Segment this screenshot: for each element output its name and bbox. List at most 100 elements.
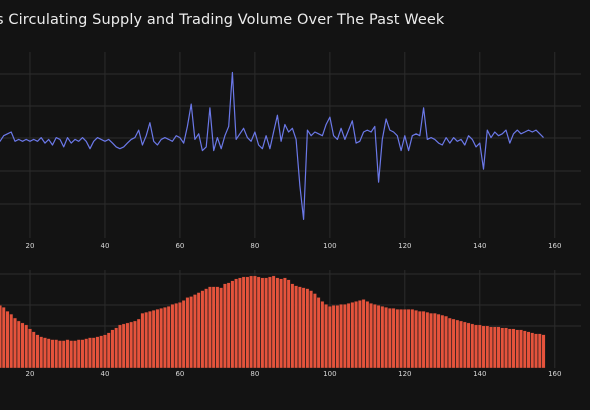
volume-bar <box>350 302 355 369</box>
volume-bar <box>474 324 478 369</box>
volume-bar <box>43 337 47 369</box>
volume-bar <box>541 334 546 369</box>
bar-chart-x-ticks: 20 40 60 80 100 120 140 160 <box>26 370 562 378</box>
volume-bar <box>241 276 246 369</box>
volume-bar <box>279 278 283 369</box>
volume-bar <box>459 320 463 369</box>
volume-bar <box>500 327 505 369</box>
volume-bar <box>155 309 160 369</box>
volume-bar <box>522 330 527 369</box>
volume-bar <box>24 324 29 369</box>
volume-bar <box>170 304 175 369</box>
volume-bar <box>166 306 171 369</box>
volume-bar <box>489 326 493 369</box>
volume-bar <box>271 275 276 369</box>
volume-bar <box>230 280 235 369</box>
volume-bar <box>387 308 392 369</box>
volume-bar <box>466 322 471 369</box>
volume-bar <box>20 322 25 369</box>
volume-bar <box>129 321 134 369</box>
volume-bar <box>477 324 482 369</box>
volume-bar <box>470 323 475 369</box>
volume-bar <box>76 339 81 369</box>
volume-bar <box>256 276 261 369</box>
volume-bar <box>151 310 156 369</box>
bar-x-tick-20: 20 <box>26 370 35 378</box>
volume-bar <box>58 340 62 369</box>
line-x-tick-100: 100 <box>323 242 336 250</box>
volume-bar <box>110 329 115 369</box>
bar-x-tick-100: 100 <box>323 370 336 378</box>
bar-x-tick-60: 60 <box>175 370 184 378</box>
volume-bar <box>219 287 224 369</box>
volume-bar <box>399 309 403 369</box>
volume-bar <box>354 301 358 369</box>
volume-bar <box>16 320 21 369</box>
volume-bar <box>35 334 40 369</box>
volume-bar <box>106 332 111 369</box>
volume-bar <box>492 326 497 369</box>
volume-bar <box>290 283 295 369</box>
volume-bar <box>402 309 407 369</box>
volume-bar <box>346 303 351 369</box>
volume-bar <box>208 286 212 369</box>
volume-bar <box>28 328 32 369</box>
volume-bar <box>118 324 122 369</box>
volume-bar <box>369 303 373 369</box>
volume-bar <box>200 290 205 369</box>
volume-bar <box>365 301 370 369</box>
volume-bar <box>95 336 100 369</box>
volume-bar <box>226 282 231 369</box>
volume-bar <box>185 297 190 369</box>
supply-line <box>0 71 544 220</box>
volume-bar <box>65 339 70 369</box>
line-chart-grid <box>0 52 581 238</box>
chart-title: s Circulating Supply and Trading Volume … <box>0 12 445 28</box>
volume-bar <box>234 278 239 369</box>
volume-bar <box>159 308 164 369</box>
volume-bar <box>174 303 179 369</box>
volume-bar <box>54 339 59 369</box>
volume-bar <box>181 300 186 369</box>
volume-bar <box>238 277 242 369</box>
line-x-tick-140: 140 <box>473 242 486 250</box>
volume-bar <box>298 286 302 369</box>
volume-bar <box>339 304 343 369</box>
volume-bar <box>496 326 501 369</box>
volume-bar <box>324 304 328 369</box>
volume-bar <box>260 277 265 369</box>
bar-x-tick-40: 40 <box>100 370 109 378</box>
volume-bar <box>425 311 430 369</box>
line-x-tick-120: 120 <box>398 242 411 250</box>
line-x-tick-160: 160 <box>548 242 561 250</box>
volume-bar <box>196 292 201 369</box>
volume-bar <box>50 339 55 369</box>
volume-bar <box>507 328 512 369</box>
bar-x-tick-160: 160 <box>548 370 561 378</box>
volume-bar <box>380 306 385 369</box>
volume-bar <box>440 314 445 369</box>
volume-bar <box>140 312 145 369</box>
volume-bar <box>372 304 377 369</box>
volume-bar <box>455 319 460 369</box>
volume-bar <box>13 317 17 369</box>
volume-bar <box>451 318 456 369</box>
volume-bar <box>114 327 119 369</box>
supply-line-path <box>0 71 544 220</box>
volume-bar <box>485 325 490 369</box>
volume-bar <box>537 333 542 369</box>
volume-bar <box>335 305 340 369</box>
volume-bar <box>283 277 287 369</box>
volume-bar <box>342 304 347 369</box>
volume-bar <box>320 301 325 369</box>
volume-bar <box>84 338 89 369</box>
volume-bar <box>178 302 182 369</box>
volume-bar <box>189 296 194 369</box>
volume-bar <box>530 332 535 369</box>
volume-bar <box>31 331 36 369</box>
volume-bar <box>0 305 2 369</box>
volume-bar <box>121 323 126 369</box>
volume-bar <box>133 320 137 369</box>
volume-bar <box>125 322 130 369</box>
